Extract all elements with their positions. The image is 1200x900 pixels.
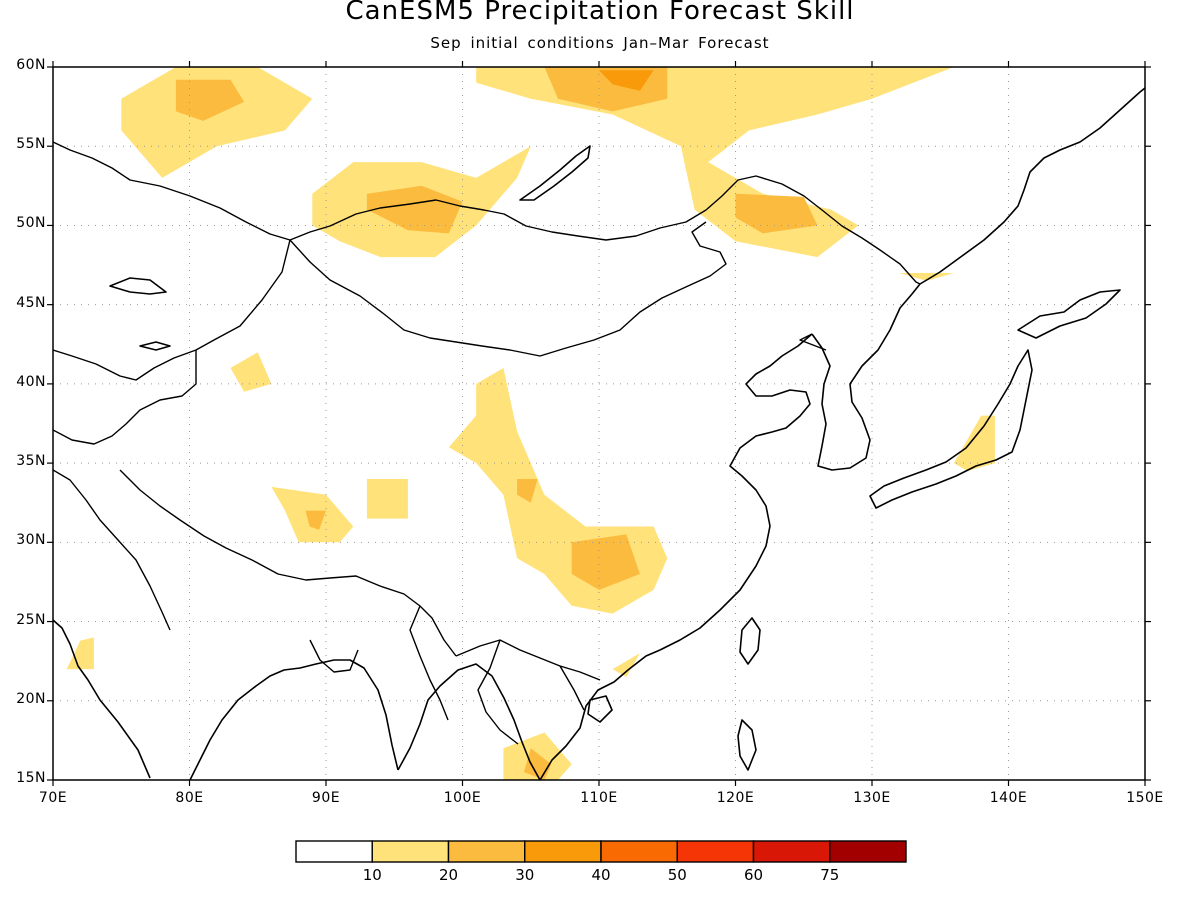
skill-region-16 xyxy=(953,415,995,471)
skill-region-13 xyxy=(448,368,668,614)
border-myanmar xyxy=(409,605,449,721)
skill-region-15 xyxy=(517,479,538,503)
colorbar xyxy=(295,840,907,863)
lat-tick-label: 50N xyxy=(16,215,46,232)
skill-region-6 xyxy=(599,70,654,91)
skill-region-8 xyxy=(899,273,954,281)
lake-issyk xyxy=(139,341,171,351)
coastline-se-asia xyxy=(397,649,661,780)
colorbar-swatch xyxy=(676,840,755,863)
colorbar-label: 40 xyxy=(591,866,611,884)
skill-region-0 xyxy=(121,67,313,178)
coastline-india xyxy=(53,619,399,780)
lon-tick-label: 90E xyxy=(311,790,341,806)
country-borders xyxy=(53,141,921,745)
coastline-taiwan xyxy=(739,617,761,665)
border-indochina xyxy=(477,639,585,745)
border-korea xyxy=(799,333,827,351)
lon-tick-label: 80E xyxy=(175,790,204,806)
lat-tick-label: 60N xyxy=(16,57,46,73)
border-china-sea xyxy=(455,639,601,681)
lake-balkhash xyxy=(109,277,167,295)
border-india-west xyxy=(53,469,171,631)
skill-region-9 xyxy=(230,352,272,392)
skill-region-19 xyxy=(612,653,640,677)
plot-frame xyxy=(47,61,1151,786)
lat-tick-label: 40N xyxy=(16,373,46,390)
skill-region-20 xyxy=(66,637,94,670)
border-himalaya xyxy=(119,469,457,657)
coastline-japan xyxy=(869,349,1033,509)
lat-tick-label: 15N xyxy=(16,770,46,786)
coastlines xyxy=(53,87,1145,780)
lat-tick-label: 25N xyxy=(16,611,46,628)
colorbar-label: 20 xyxy=(438,866,459,884)
colorbar-swatch xyxy=(829,840,907,863)
lat-tick-label: 20N xyxy=(16,690,46,707)
coastline-korea xyxy=(811,283,921,471)
lon-tick-label: 100E xyxy=(443,790,482,806)
map-title: CanESM5 Precipitation Forecast Skill xyxy=(345,0,855,26)
lon-tick-label: 130E xyxy=(853,790,891,806)
lat-tick-label: 55N xyxy=(16,136,46,153)
skill-region-14 xyxy=(571,534,640,590)
coastline-philippines xyxy=(737,719,757,771)
lake-baikal xyxy=(519,145,591,201)
lon-tick-label: 70E xyxy=(38,790,68,806)
coastline-hainan xyxy=(587,695,613,723)
colorbar-label: 30 xyxy=(515,866,535,884)
skill-region-1 xyxy=(175,79,245,121)
colorbar-swatch xyxy=(752,840,831,863)
border-bangladesh xyxy=(309,639,359,673)
skill-region-11 xyxy=(305,510,326,530)
skill-regions xyxy=(66,67,995,780)
skill-region-3 xyxy=(366,185,463,234)
colorbar-label: 10 xyxy=(362,866,382,884)
colorbar-label: 75 xyxy=(820,866,840,884)
grid-lines xyxy=(53,67,1145,780)
lon-tick-label: 140E xyxy=(989,790,1028,806)
skill-region-4 xyxy=(476,67,954,258)
lat-tick-label: 35N xyxy=(16,453,46,470)
colorbar-swatch xyxy=(524,840,602,863)
map-subtitle: Sep initial conditions Jan–Mar Forecast xyxy=(430,34,770,52)
skill-region-7 xyxy=(735,193,818,234)
colorbar-swatch xyxy=(600,840,678,863)
coastline-far-east xyxy=(919,87,1145,285)
lon-tick-label: 120E xyxy=(716,790,755,806)
border-mongolia-china xyxy=(289,221,727,357)
coastline-china xyxy=(659,333,813,651)
colorbar-swatch xyxy=(295,840,373,863)
lon-tick-label: 110E xyxy=(580,790,618,806)
lon-tick-label: 150E xyxy=(1126,790,1164,806)
coastline-hokkaido xyxy=(1017,289,1121,339)
colorbar-label: 60 xyxy=(743,866,764,884)
border-kazakh xyxy=(53,239,291,381)
border-russia-south xyxy=(53,141,921,285)
border-central-asia xyxy=(53,350,197,445)
skill-region-12 xyxy=(366,479,408,519)
lat-tick-label: 45N xyxy=(16,294,46,311)
colorbar-label: 50 xyxy=(667,866,687,884)
colorbar-swatch xyxy=(371,840,450,863)
colorbar-swatch xyxy=(447,840,526,863)
lat-tick-label: 30N xyxy=(16,532,46,549)
